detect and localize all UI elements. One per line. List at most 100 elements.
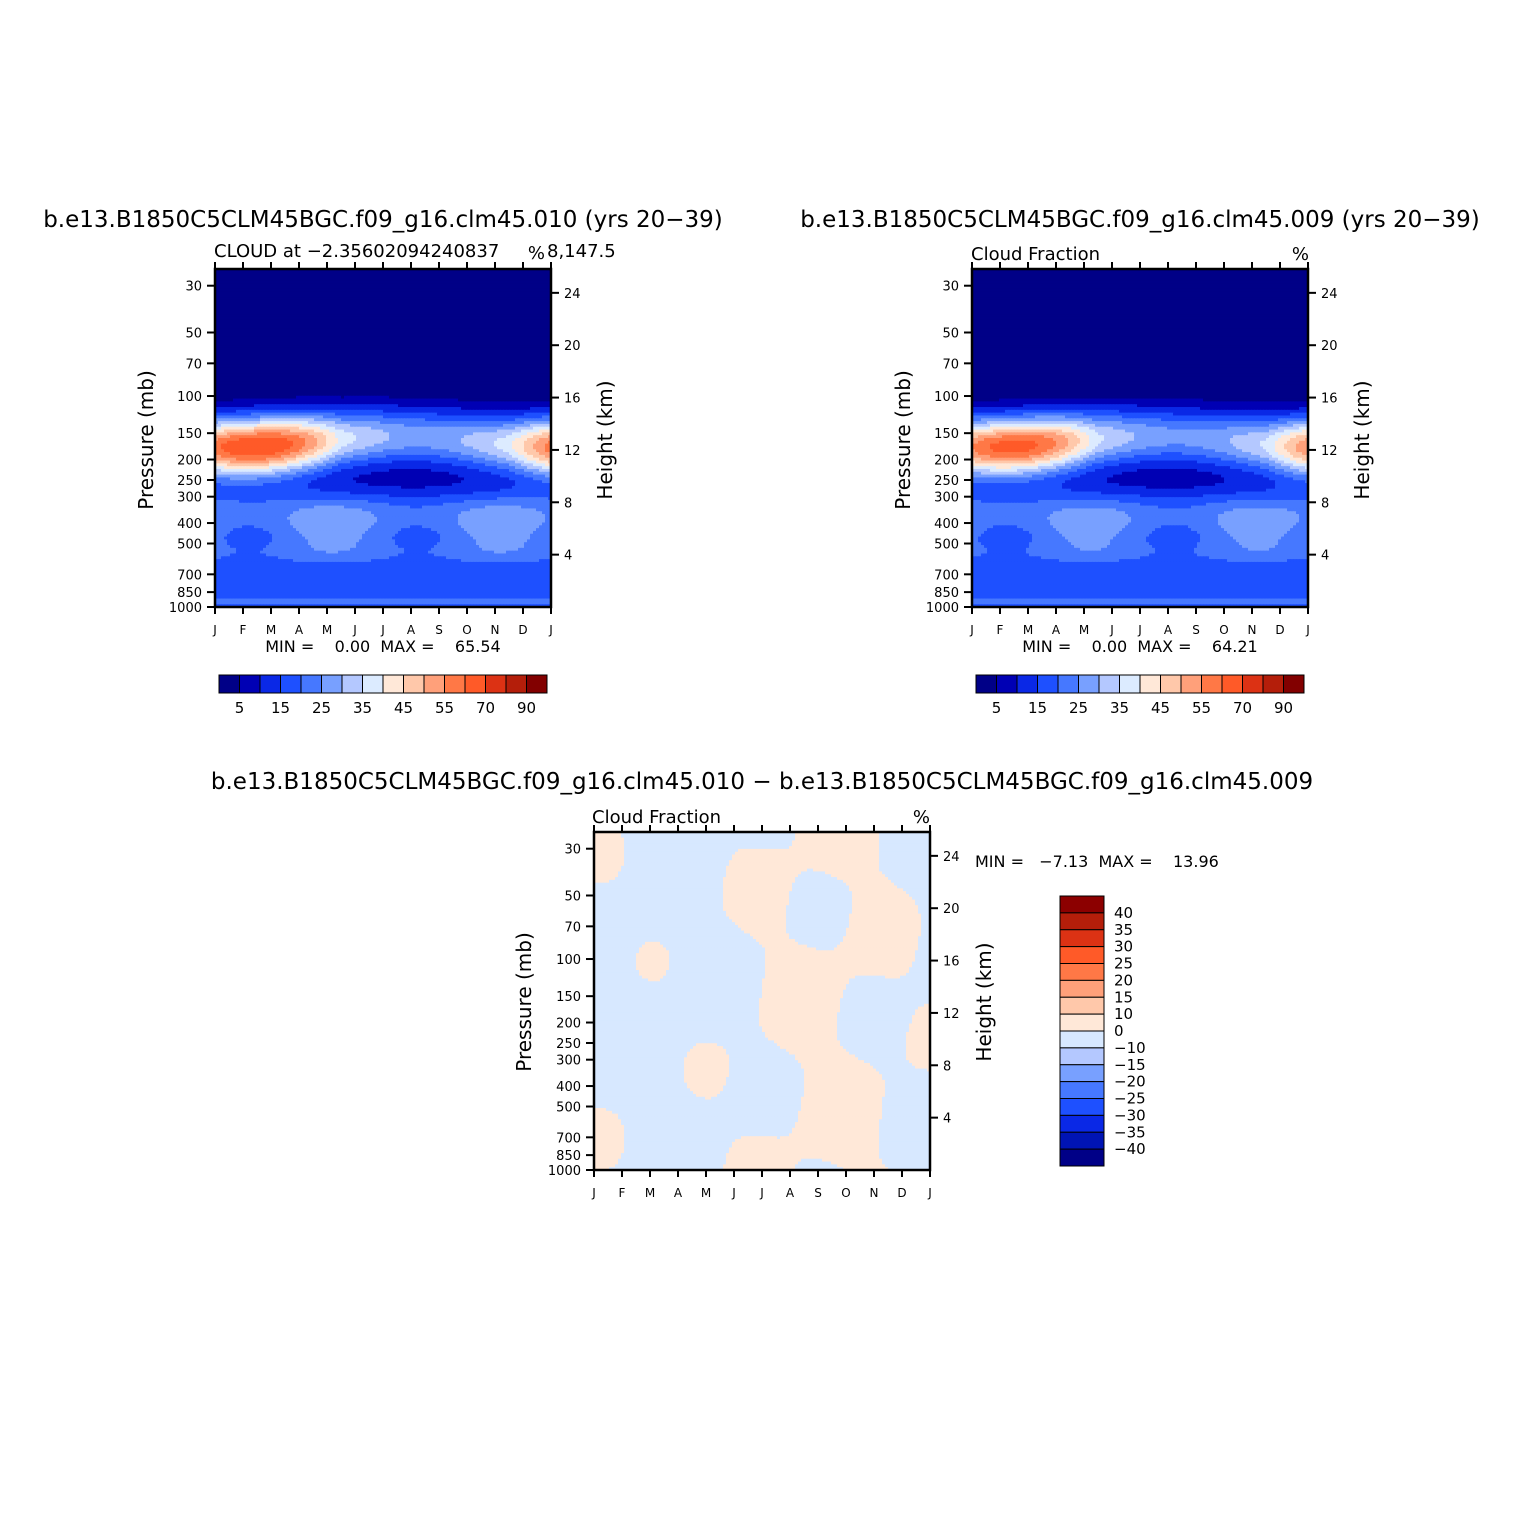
- contour-cell: [488, 274, 492, 279]
- contour-cell: [215, 294, 219, 298]
- contour-cell: [332, 297, 336, 301]
- contour-cell: [404, 269, 408, 273]
- contour-cell: [269, 283, 273, 287]
- contour-cell: [311, 297, 315, 301]
- contour-cell: [428, 311, 432, 315]
- contour-cell: [326, 283, 330, 287]
- contour-cell: [488, 311, 492, 315]
- contour-cell: [323, 311, 327, 315]
- contour-cell: [443, 305, 447, 310]
- contour-cell: [377, 302, 381, 307]
- contour-cell: [452, 305, 456, 310]
- contour-cell: [245, 294, 249, 298]
- contour-cell: [272, 297, 276, 301]
- contour-cell: [377, 291, 381, 295]
- contour-cell: [545, 311, 549, 315]
- contour-cell: [506, 291, 510, 295]
- contour-cell: [353, 302, 357, 307]
- contour-cell: [392, 297, 396, 301]
- contour-cell: [251, 291, 255, 295]
- contour-cell: [392, 308, 396, 312]
- contour-cell: [254, 311, 258, 315]
- contour-cell: [500, 294, 504, 298]
- contour-cell: [503, 311, 507, 315]
- contour-cell: [404, 302, 408, 307]
- contour-cell: [491, 299, 495, 304]
- contour-cell: [506, 305, 510, 310]
- contour-cell: [356, 277, 360, 281]
- contour-cell: [518, 305, 522, 310]
- contour-cell: [299, 283, 303, 287]
- contour-cell: [521, 297, 525, 301]
- contour-cell: [521, 294, 525, 298]
- contour-cell: [416, 280, 420, 284]
- contour-cell: [236, 308, 240, 312]
- contour-cell: [380, 280, 384, 284]
- contour-cell: [341, 285, 345, 290]
- contour-cell: [446, 285, 450, 290]
- contour-cell: [353, 274, 357, 279]
- contour-cell: [458, 283, 462, 287]
- contour-cell: [284, 294, 288, 298]
- contour-cell: [386, 297, 390, 301]
- contour-cell: [236, 285, 240, 290]
- contour-cell: [494, 302, 498, 307]
- contour-cell: [260, 294, 264, 298]
- contour-cell: [443, 277, 447, 281]
- contour-cell: [281, 314, 285, 318]
- contour-cell: [479, 280, 483, 284]
- contour-cell: [287, 285, 291, 290]
- contour-cell: [443, 288, 447, 293]
- contour-cell: [353, 280, 357, 284]
- contour-cell: [302, 277, 306, 281]
- contour-cell: [512, 288, 516, 293]
- contour-cell: [254, 299, 258, 304]
- contour-cell: [332, 271, 336, 276]
- contour-cell: [278, 291, 282, 295]
- contour-cell: [347, 305, 351, 310]
- contour-cell: [509, 285, 513, 290]
- contour-cell: [395, 308, 399, 312]
- contour-cell: [350, 285, 354, 290]
- contour-cell: [308, 274, 312, 279]
- contour-cell: [410, 291, 414, 295]
- contour-cell: [434, 288, 438, 293]
- contour-cell: [278, 302, 282, 307]
- contour-cell: [518, 291, 522, 295]
- contour-cell: [320, 302, 324, 307]
- contour-cell: [347, 269, 351, 273]
- contour-cell: [413, 269, 417, 273]
- contour-cell: [473, 308, 477, 312]
- contour-cell: [278, 277, 282, 281]
- contour-cell: [509, 297, 513, 301]
- contour-cell: [437, 283, 441, 287]
- contour-cell: [233, 277, 237, 281]
- contour-cell: [311, 271, 315, 276]
- contour-cell: [542, 299, 546, 304]
- contour-cell: [248, 311, 252, 315]
- contour-cell: [377, 288, 381, 293]
- contour-cell: [287, 277, 291, 281]
- contour-cell: [539, 291, 543, 295]
- contour-cell: [530, 302, 534, 307]
- contour-cell: [515, 269, 519, 273]
- contour-cell: [485, 269, 489, 273]
- contour-cell: [287, 288, 291, 293]
- contour-cell: [452, 280, 456, 284]
- contour-cell: [512, 297, 516, 301]
- contour-cell: [320, 311, 324, 315]
- contour-cell: [473, 283, 477, 287]
- contour-cell: [308, 297, 312, 301]
- contour-cell: [302, 299, 306, 304]
- contour-cell: [470, 291, 474, 295]
- contour-cell: [215, 308, 219, 312]
- contour-cell: [302, 294, 306, 298]
- contour-cell: [449, 294, 453, 298]
- contour-cell: [539, 269, 543, 273]
- contour-cell: [515, 274, 519, 279]
- contour-cell: [464, 274, 468, 279]
- contour-cell: [482, 288, 486, 293]
- contour-cell: [437, 277, 441, 281]
- contour-cell: [521, 280, 525, 284]
- contour-cell: [368, 294, 372, 298]
